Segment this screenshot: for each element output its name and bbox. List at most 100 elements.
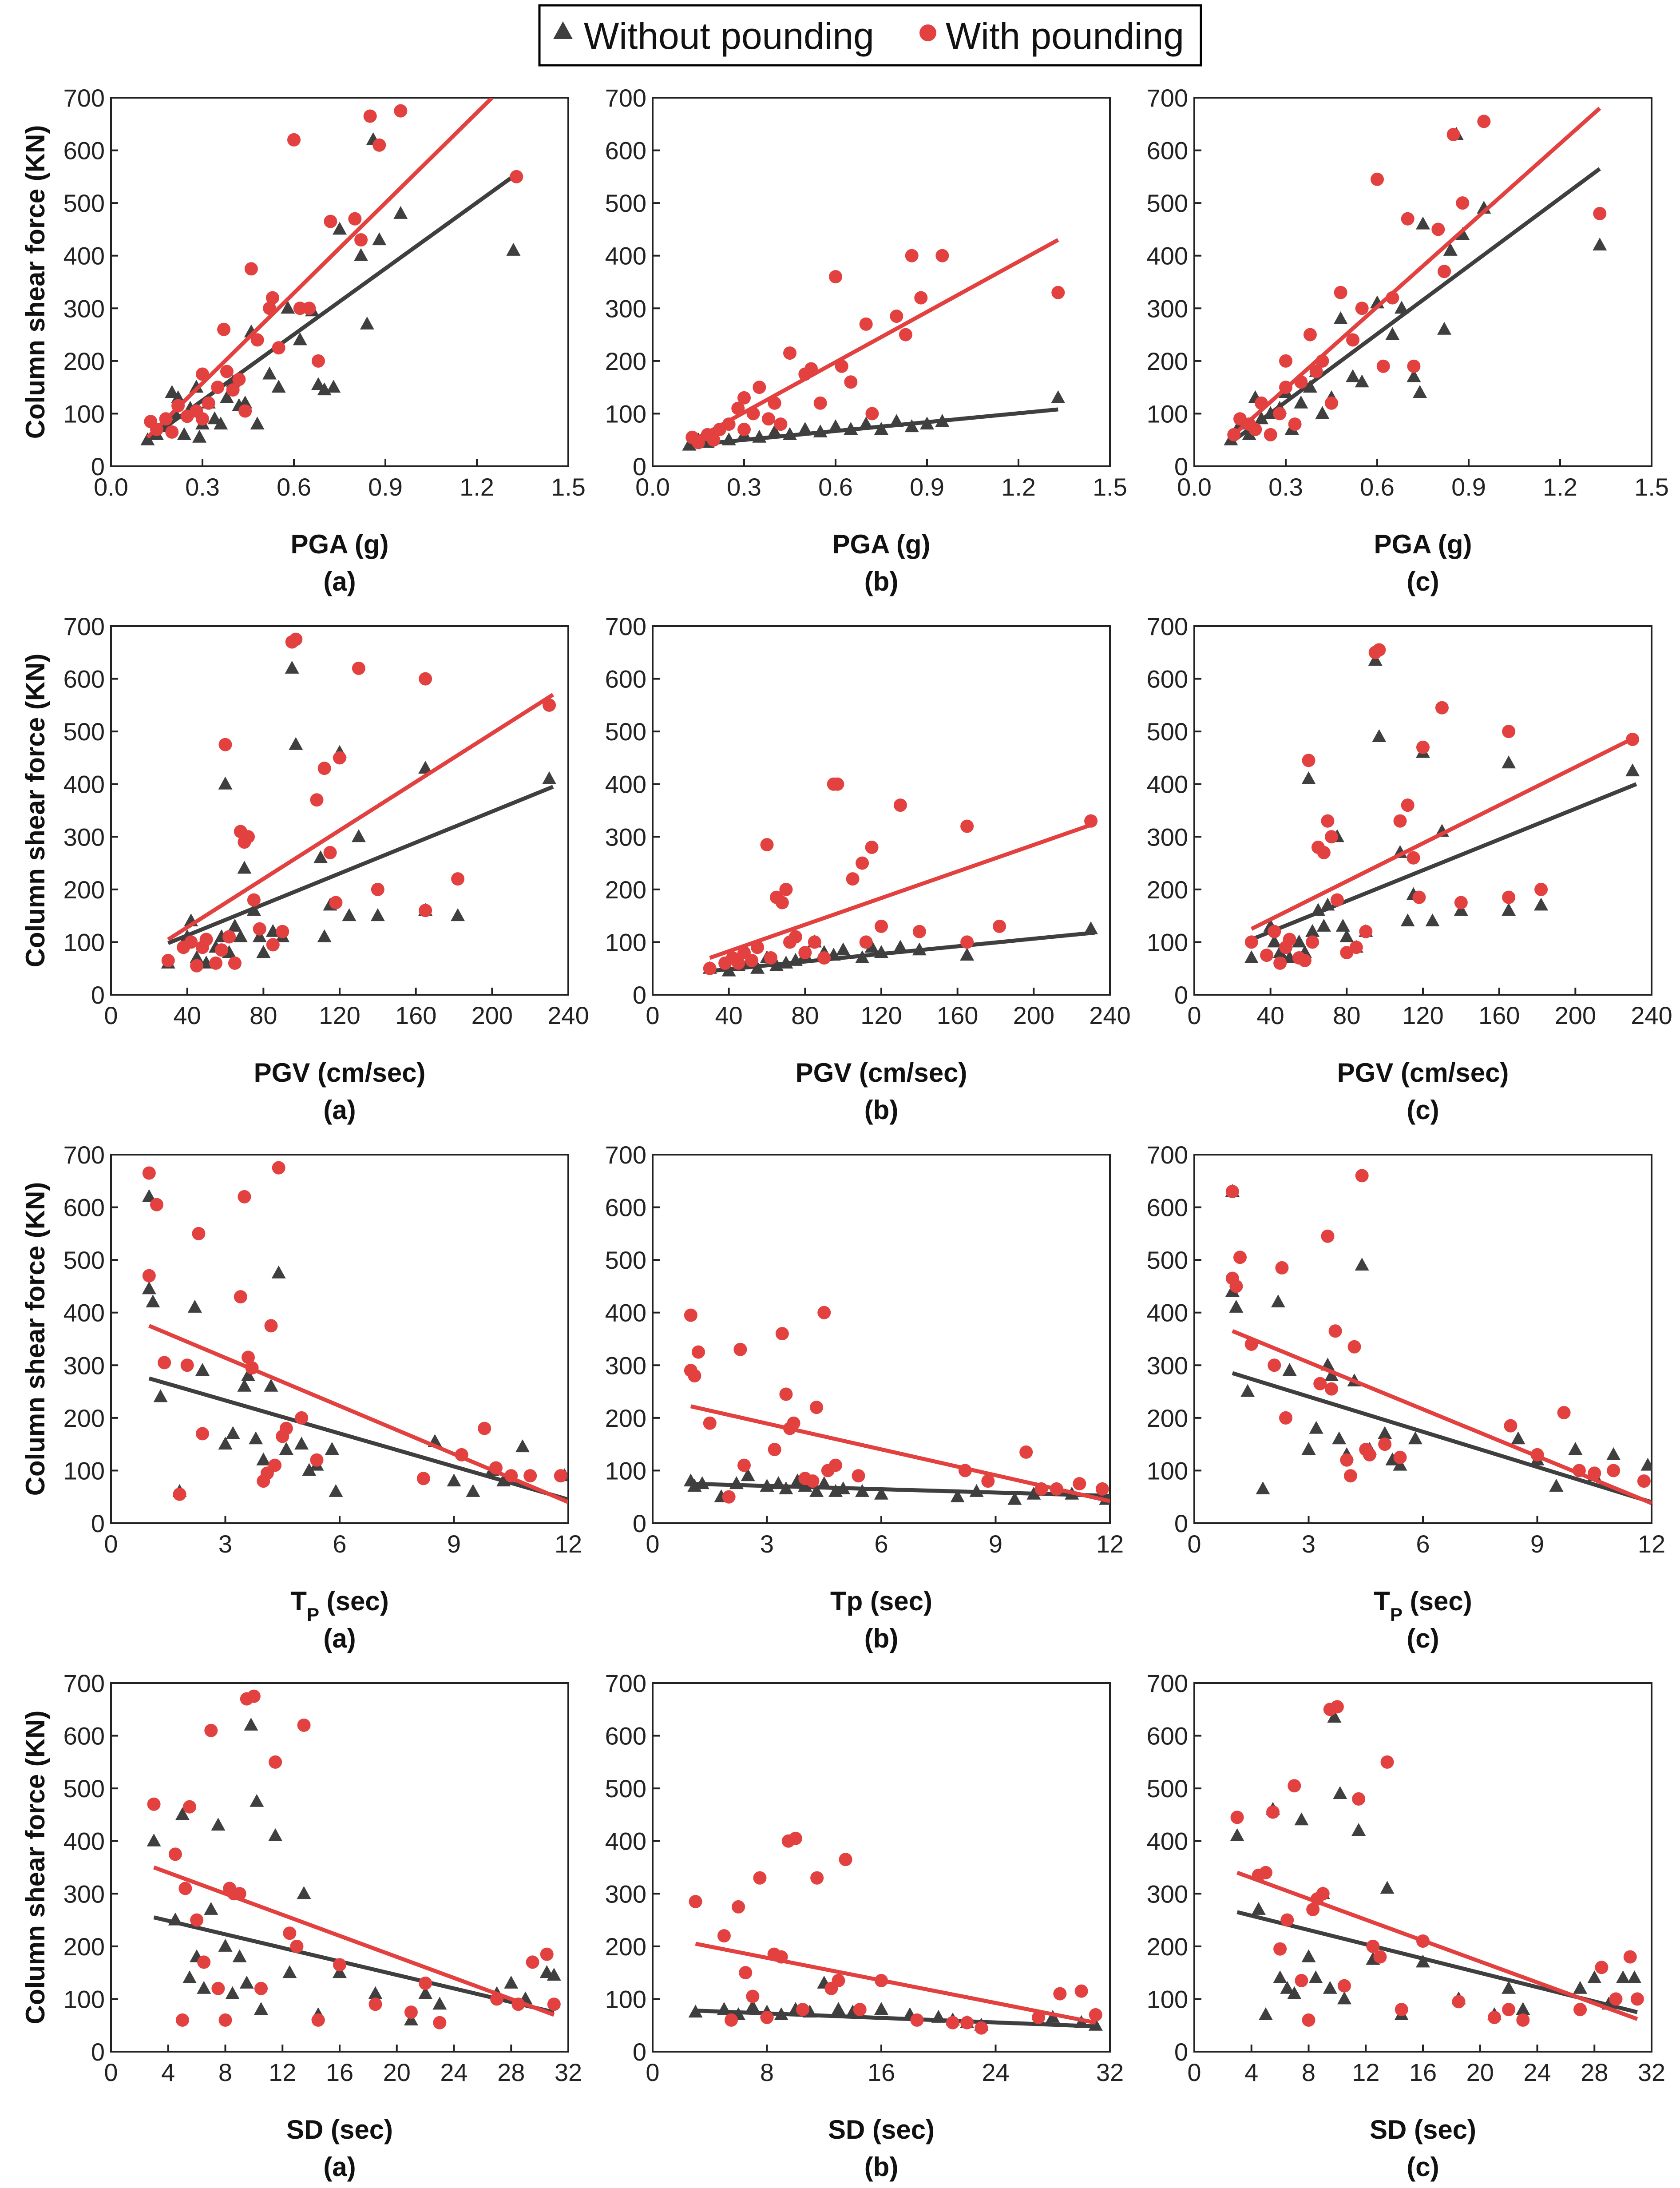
data-point-with-pounding: [178, 1882, 192, 1895]
data-point-with-pounding: [852, 1469, 865, 1483]
data-point-with-pounding: [1407, 851, 1420, 865]
data-point-with-pounding: [960, 2016, 974, 2029]
data-point-without-pounding: [1616, 1970, 1630, 1983]
data-point-with-pounding: [232, 373, 246, 386]
data-point-with-pounding: [1456, 196, 1470, 210]
legend-label-with: With pounding: [946, 15, 1184, 57]
x-tick-label: 1.2: [1001, 473, 1036, 501]
data-point-without-pounding: [281, 301, 295, 314]
data-point-without-pounding: [1337, 1991, 1351, 2005]
data-point-with-pounding: [899, 328, 912, 342]
y-tick-label: 0: [1174, 2038, 1188, 2066]
data-point-with-pounding: [1343, 1469, 1357, 1483]
data-point-without-pounding: [1251, 1902, 1266, 1915]
y-tick-label: 500: [63, 1775, 105, 1803]
data-point-with-pounding: [912, 925, 926, 938]
data-point-with-pounding: [810, 1401, 824, 1414]
data-point-with-pounding: [547, 1997, 561, 2011]
data-point-with-pounding: [419, 672, 432, 686]
data-point-with-pounding: [523, 1469, 537, 1483]
x-tick-label: 0.0: [635, 473, 670, 501]
data-point-with-pounding: [1438, 265, 1451, 278]
data-point-with-pounding: [554, 1469, 567, 1483]
data-point-with-pounding: [266, 938, 280, 952]
data-point-with-pounding: [813, 396, 827, 410]
data-point-with-pounding: [142, 1166, 156, 1180]
plot-area: [682, 238, 1066, 451]
data-point-with-pounding: [1502, 725, 1516, 739]
fit-line-without-pounding: [709, 930, 1095, 973]
data-point-without-pounding: [1244, 950, 1259, 963]
data-point-with-pounding: [1248, 423, 1262, 436]
data-point-with-pounding: [1372, 643, 1386, 657]
data-point-without-pounding: [226, 1426, 240, 1439]
x-tick-label: 24: [982, 2058, 1009, 2086]
data-point-without-pounding: [171, 390, 186, 403]
y-tick-label: 400: [605, 1827, 646, 1855]
data-point-with-pounding: [910, 2013, 924, 2027]
x-axis-title: PGV (cm/sec): [254, 1058, 426, 1088]
data-point-with-pounding: [1302, 2013, 1315, 2027]
chart-panel-3: 0 100 200 300 400 500 600 700 0 40 80 120 160 200 240 P…: [20, 612, 589, 1125]
data-point-without-pounding: [1394, 301, 1409, 314]
data-point-with-pounding: [1477, 115, 1491, 128]
y-tick-label: 200: [605, 876, 646, 904]
data-point-with-pounding: [419, 1976, 432, 1990]
fit-line-with-pounding: [146, 98, 494, 439]
data-point-without-pounding: [165, 385, 179, 398]
data-point-with-pounding: [363, 109, 377, 123]
data-point-with-pounding: [333, 751, 346, 765]
x-tick-label: 4: [161, 2058, 175, 2086]
data-point-with-pounding: [1593, 206, 1607, 220]
y-tick-label: 700: [605, 1669, 646, 1697]
x-tick-label: 32: [1096, 2058, 1124, 2086]
plot-area: [1244, 643, 1640, 970]
data-point-without-pounding: [214, 417, 228, 430]
data-point-without-pounding: [1627, 1970, 1642, 1983]
panel-label: (b): [864, 1624, 899, 1653]
data-point-with-pounding: [199, 933, 213, 946]
data-point-with-pounding: [1435, 701, 1449, 715]
data-point-without-pounding: [297, 1886, 311, 1899]
data-point-with-pounding: [1317, 846, 1331, 859]
data-point-without-pounding: [1327, 1710, 1342, 1723]
data-point-without-pounding: [836, 942, 851, 956]
data-point-without-pounding: [1333, 1786, 1347, 1799]
y-tick-label: 600: [1147, 1194, 1188, 1222]
data-point-without-pounding: [192, 429, 207, 443]
data-point-without-pounding: [360, 316, 374, 330]
data-point-without-pounding: [177, 427, 191, 440]
data-point-with-pounding: [1260, 949, 1274, 962]
data-point-with-pounding: [220, 365, 234, 378]
y-axis-title: Column shear force (KN): [20, 1711, 50, 2025]
data-point-with-pounding: [1330, 893, 1344, 907]
data-point-without-pounding: [197, 1981, 211, 1994]
data-point-without-pounding: [250, 1794, 264, 1807]
plot-area: [683, 1306, 1110, 1505]
data-point-with-pounding: [796, 2003, 809, 2017]
x-tick-label: 0.0: [1177, 473, 1212, 501]
data-point-with-pounding: [269, 1755, 282, 1769]
data-point-with-pounding: [775, 896, 789, 909]
data-point-with-pounding: [352, 661, 365, 675]
y-tick-label: 100: [605, 400, 646, 428]
y-tick-label: 0: [91, 453, 105, 480]
y-tick-label: 100: [1147, 400, 1188, 428]
plot-area: [1225, 1169, 1652, 1505]
data-point-with-pounding: [1412, 890, 1426, 904]
data-point-with-pounding: [1573, 2003, 1587, 2017]
data-point-without-pounding: [326, 380, 341, 393]
data-point-with-pounding: [272, 341, 285, 355]
data-point-with-pounding: [297, 1718, 311, 1732]
data-point-with-pounding: [1325, 396, 1338, 410]
fit-line-without-pounding: [146, 172, 518, 442]
data-point-with-pounding: [1280, 1913, 1294, 1927]
data-point-without-pounding: [960, 948, 975, 961]
data-point-with-pounding: [242, 830, 255, 844]
x-tick-label: 12: [269, 2058, 296, 2086]
data-point-with-pounding: [1376, 359, 1390, 373]
data-point-without-pounding: [745, 1999, 760, 2013]
data-point-with-pounding: [810, 1871, 824, 1885]
data-point-without-pounding: [1502, 755, 1516, 769]
data-point-without-pounding: [1511, 1431, 1525, 1445]
